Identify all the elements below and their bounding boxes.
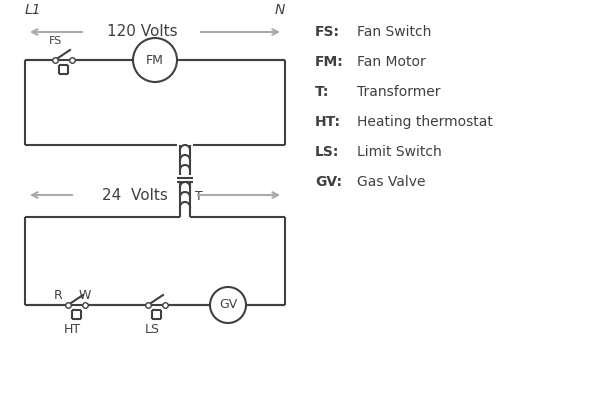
Text: LS:: LS: [315,145,339,159]
Text: HT:: HT: [315,115,341,129]
Text: T: T [195,190,203,204]
Text: 24  Volts: 24 Volts [102,188,168,202]
Text: Transformer: Transformer [357,85,441,99]
Text: 120 Volts: 120 Volts [107,24,178,40]
Text: R: R [54,289,63,302]
Text: FS: FS [50,36,63,46]
Text: Fan Motor: Fan Motor [357,55,426,69]
Text: Heating thermostat: Heating thermostat [357,115,493,129]
Circle shape [210,287,246,323]
Text: Gas Valve: Gas Valve [357,175,425,189]
Text: T:: T: [315,85,329,99]
Text: GV:: GV: [315,175,342,189]
Text: Fan Switch: Fan Switch [357,25,431,39]
Text: LS: LS [145,323,159,336]
Text: FS:: FS: [315,25,340,39]
Text: FM:: FM: [315,55,344,69]
Circle shape [133,38,177,82]
Text: L1: L1 [25,3,42,17]
Text: HT: HT [64,323,81,336]
Text: FM: FM [146,54,164,66]
Text: GV: GV [219,298,237,312]
Text: N: N [274,3,285,17]
Text: W: W [79,289,91,302]
Text: Limit Switch: Limit Switch [357,145,442,159]
